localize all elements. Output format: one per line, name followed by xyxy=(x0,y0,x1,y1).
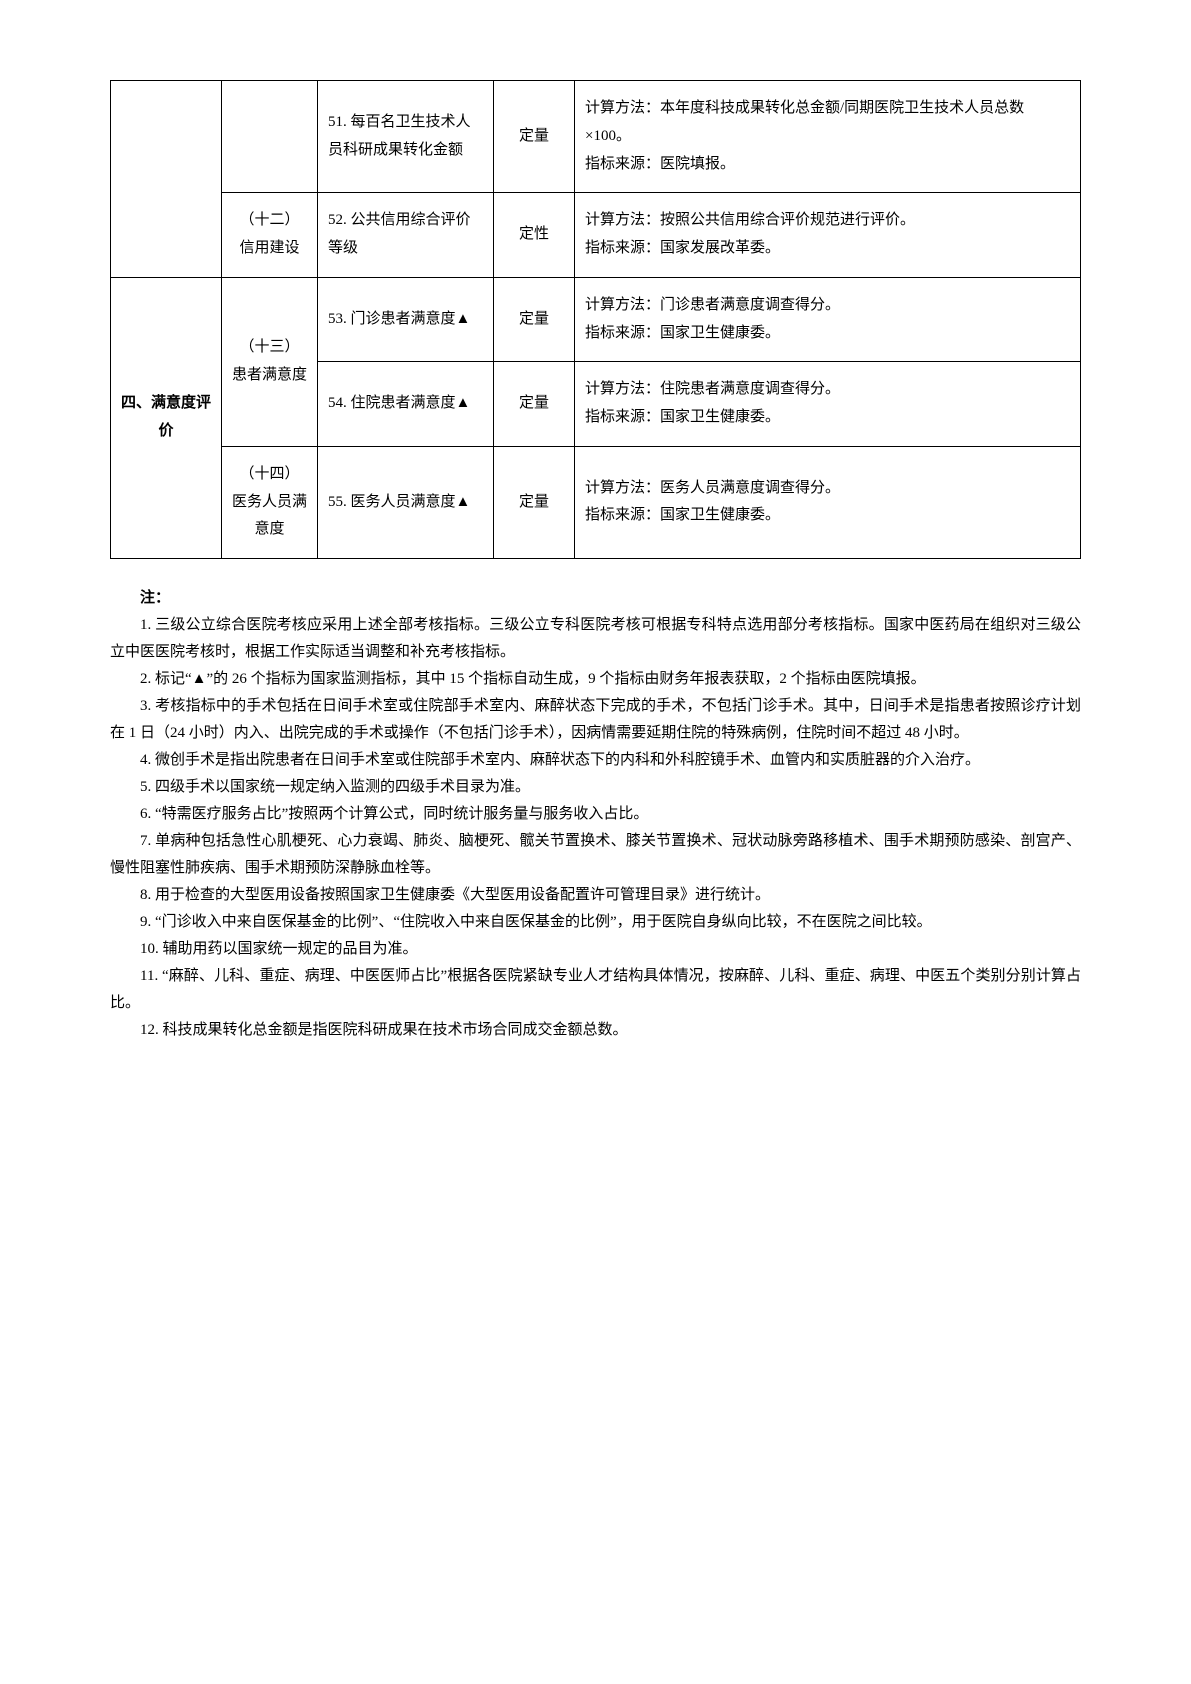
cell-type: 定量 xyxy=(494,277,575,362)
cell-type: 定性 xyxy=(494,193,575,278)
cell-indicator: 52. 公共信用综合评价等级 xyxy=(318,193,494,278)
cell-indicator: 53. 门诊患者满意度▲ xyxy=(318,277,494,362)
note-item: 9. “门诊收入中来自医保基金的比例”、“住院收入中来自医保基金的比例”，用于医… xyxy=(110,909,1081,936)
cell-desc: 计算方法：住院患者满意度调查得分。指标来源：国家卫生健康委。 xyxy=(575,362,1081,447)
note-item: 2. 标记“▲”的 26 个指标为国家监测指标，其中 15 个指标自动生成，9 … xyxy=(110,666,1081,693)
note-item: 11. “麻醉、儿科、重症、病理、中医医师占比”根据各医院紧缺专业人才结构具体情… xyxy=(110,963,1081,1017)
table-row: （十二）信用建设 52. 公共信用综合评价等级 定性 计算方法：按照公共信用综合… xyxy=(111,193,1081,278)
indicator-table: 51. 每百名卫生技术人员科研成果转化金额 定量 计算方法：本年度科技成果转化总… xyxy=(110,80,1081,559)
cell-desc: 计算方法：按照公共信用综合评价规范进行评价。指标来源：国家发展改革委。 xyxy=(575,193,1081,278)
notes-title: 注： xyxy=(110,585,1081,612)
cell-subsection: （十四）医务人员满意度 xyxy=(222,446,318,558)
note-item: 6. “特需医疗服务占比”按照两个计算公式，同时统计服务量与服务收入占比。 xyxy=(110,801,1081,828)
note-item: 12. 科技成果转化总金额是指医院科研成果在技术市场合同成交金额总数。 xyxy=(110,1017,1081,1044)
table-row: 51. 每百名卫生技术人员科研成果转化金额 定量 计算方法：本年度科技成果转化总… xyxy=(111,81,1081,193)
table-row: （十四）医务人员满意度 55. 医务人员满意度▲ 定量 计算方法：医务人员满意度… xyxy=(111,446,1081,558)
cell-indicator: 55. 医务人员满意度▲ xyxy=(318,446,494,558)
cell-type: 定量 xyxy=(494,362,575,447)
cell-desc: 计算方法：医务人员满意度调查得分。指标来源：国家卫生健康委。 xyxy=(575,446,1081,558)
cell-type: 定量 xyxy=(494,81,575,193)
note-item: 5. 四级手术以国家统一规定纳入监测的四级手术目录为准。 xyxy=(110,774,1081,801)
table-row: 四、满意度评价 （十三）患者满意度 53. 门诊患者满意度▲ 定量 计算方法：门… xyxy=(111,277,1081,362)
note-item: 4. 微创手术是指出院患者在日间手术室或住院部手术室内、麻醉状态下的内科和外科腔… xyxy=(110,747,1081,774)
cell-subsection: （十二）信用建设 xyxy=(222,193,318,278)
cell-indicator: 54. 住院患者满意度▲ xyxy=(318,362,494,447)
note-item: 10. 辅助用药以国家统一规定的品目为准。 xyxy=(110,936,1081,963)
cell-desc: 计算方法：本年度科技成果转化总金额/同期医院卫生技术人员总数×100。指标来源：… xyxy=(575,81,1081,193)
note-item: 3. 考核指标中的手术包括在日间手术室或住院部手术室内、麻醉状态下完成的手术，不… xyxy=(110,693,1081,747)
cell-type: 定量 xyxy=(494,446,575,558)
cell-indicator: 51. 每百名卫生技术人员科研成果转化金额 xyxy=(318,81,494,193)
cell-subsection: （十三）患者满意度 xyxy=(222,277,318,446)
note-item: 7. 单病种包括急性心肌梗死、心力衰竭、肺炎、脑梗死、髋关节置换术、膝关节置换术… xyxy=(110,828,1081,882)
cell-desc: 计算方法：门诊患者满意度调查得分。指标来源：国家卫生健康委。 xyxy=(575,277,1081,362)
cell-section xyxy=(111,81,222,278)
cell-subsection xyxy=(222,81,318,193)
cell-section: 四、满意度评价 xyxy=(111,277,222,558)
notes-section: 注： 1. 三级公立综合医院考核应采用上述全部考核指标。三级公立专科医院考核可根… xyxy=(110,585,1081,1044)
note-item: 1. 三级公立综合医院考核应采用上述全部考核指标。三级公立专科医院考核可根据专科… xyxy=(110,612,1081,666)
note-item: 8. 用于检查的大型医用设备按照国家卫生健康委《大型医用设备配置许可管理目录》进… xyxy=(110,882,1081,909)
